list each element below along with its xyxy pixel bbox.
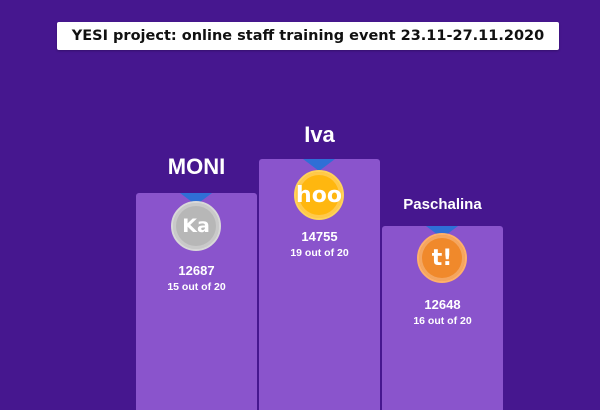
- bronze-medal-icon: t!: [417, 233, 467, 283]
- player-score-third: 12648: [424, 297, 461, 312]
- correct-answers-first: 19 out of 20: [290, 247, 349, 259]
- medal-label: Ka: [182, 215, 210, 237]
- event-title-banner: YESI project: online staff training even…: [57, 22, 559, 50]
- player-name-third: Paschalina: [403, 196, 482, 213]
- player-score-first: 14755: [301, 229, 338, 244]
- medal-label: hoo: [296, 182, 342, 208]
- event-title: YESI project: online staff training even…: [71, 28, 545, 44]
- player-score-second: 12687: [178, 263, 215, 278]
- gold-medal-icon: hoo: [294, 170, 344, 220]
- correct-answers-second: 15 out of 20: [167, 281, 226, 293]
- player-name-first: Iva: [304, 122, 335, 147]
- medal-label: t!: [431, 245, 453, 271]
- player-name-second: MONI: [167, 154, 226, 179]
- ribbon-icon: [303, 159, 335, 171]
- silver-medal-icon: Ka: [171, 201, 221, 251]
- correct-answers-third: 16 out of 20: [413, 315, 472, 327]
